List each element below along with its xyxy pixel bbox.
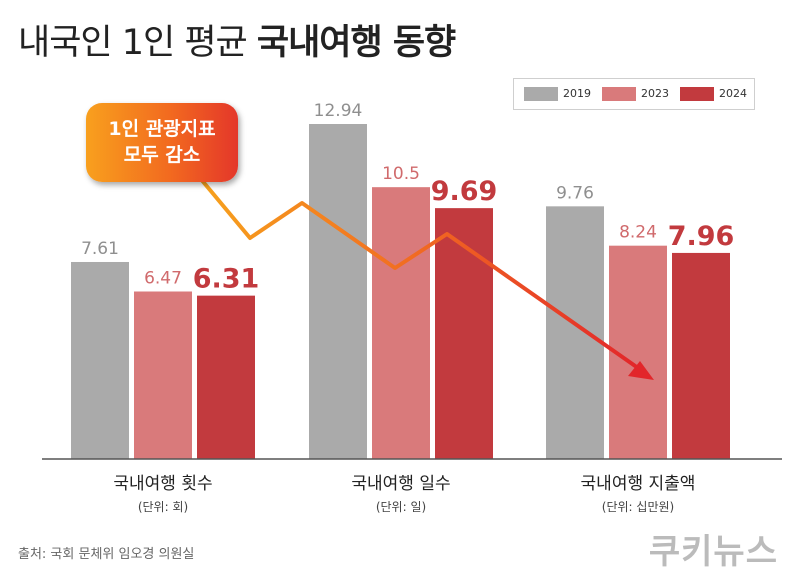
data-label-3-2023: 8.24 bbox=[619, 223, 657, 243]
legend-swatch-2024 bbox=[680, 87, 714, 101]
brand-logo: 쿠키뉴스 bbox=[648, 532, 778, 572]
trend-arrow-line bbox=[198, 176, 640, 370]
labels-layer: 7.61 6.47 6.31 국내여행 횟수 (단위: 회) 12.94 10.5 9.69 국… bbox=[81, 101, 734, 514]
source-note: 출처: 국회 문체위 임오경 의원실 bbox=[18, 547, 195, 562]
legend-label-2024: 2024 bbox=[719, 87, 747, 100]
data-label-2-2024: 9.69 bbox=[431, 176, 498, 207]
legend-label-2019: 2019 bbox=[563, 87, 591, 100]
legend-label-2023: 2023 bbox=[641, 87, 669, 100]
legend-swatch-2019 bbox=[524, 87, 558, 101]
bar-1-2019 bbox=[71, 261, 129, 459]
data-label-2-2019: 12.94 bbox=[314, 101, 363, 121]
bar-2-2019 bbox=[309, 124, 367, 459]
data-label-3-2019: 9.76 bbox=[556, 183, 594, 203]
bar-3-2019 bbox=[546, 206, 604, 459]
trend-arrow-head bbox=[628, 361, 654, 380]
callout-line-2: 모두 감소 bbox=[123, 144, 201, 166]
category-label-2: 국내여행 일수 bbox=[351, 474, 450, 494]
title-bold: 국내여행 동향 bbox=[256, 23, 456, 63]
unit-label-3: (단위: 십만원) bbox=[602, 500, 674, 514]
bars-layer bbox=[71, 124, 730, 460]
category-label-1: 국내여행 횟수 bbox=[113, 474, 212, 494]
data-label-3-2024: 7.96 bbox=[668, 221, 735, 252]
callout-box: 1인 관광지표 모두 감소 bbox=[86, 103, 238, 182]
title-regular: 내국인 1인 평균 bbox=[18, 23, 248, 63]
legend: 2019 2023 2024 bbox=[513, 78, 755, 110]
unit-label-2: (단위: 일) bbox=[376, 500, 426, 514]
unit-label-1: (단위: 회) bbox=[138, 500, 188, 514]
data-label-1-2024: 6.31 bbox=[193, 264, 260, 295]
bar-1-2024 bbox=[197, 295, 255, 459]
data-label-1-2023: 6.47 bbox=[144, 269, 182, 289]
callout-line-1: 1인 관광지표 bbox=[108, 118, 216, 140]
category-label-3: 국내여행 지출액 bbox=[581, 474, 696, 494]
bar-3-2024 bbox=[672, 252, 730, 459]
data-label-2-2023: 10.5 bbox=[382, 164, 420, 184]
bar-2-2023 bbox=[372, 187, 430, 460]
bar-2-2024 bbox=[435, 208, 493, 459]
legend-swatch-2023 bbox=[602, 87, 636, 101]
chart-title: 내국인 1인 평균 국내여행 동향 bbox=[18, 14, 456, 65]
data-label-1-2019: 7.61 bbox=[81, 239, 119, 259]
bar-1-2023 bbox=[134, 291, 192, 459]
